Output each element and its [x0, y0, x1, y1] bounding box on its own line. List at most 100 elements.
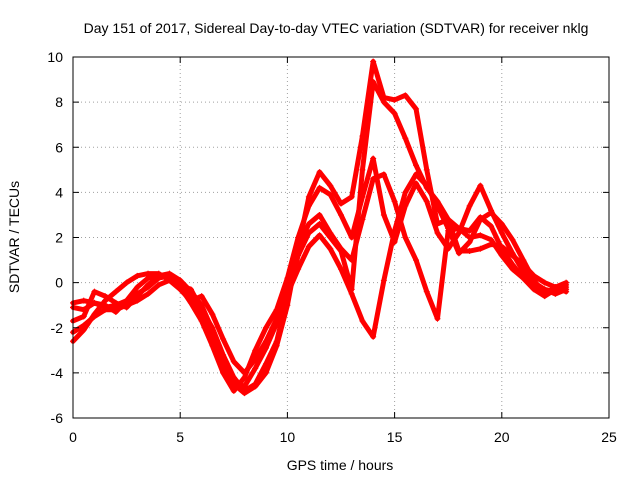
data-point-marker — [370, 175, 377, 182]
data-point-marker — [434, 229, 441, 236]
data-point-marker — [520, 275, 527, 282]
data-point-marker — [488, 223, 495, 230]
data-point-marker — [112, 308, 119, 315]
x-tick-label: 15 — [387, 429, 403, 445]
data-point-marker — [402, 234, 409, 241]
data-point-marker — [563, 284, 570, 291]
data-point-marker — [423, 166, 430, 173]
data-point-marker — [327, 229, 334, 236]
data-point-marker — [348, 234, 355, 241]
data-point-marker — [91, 288, 98, 295]
data-point-marker — [520, 257, 527, 264]
data-point-marker — [305, 243, 312, 250]
data-point-marker — [380, 211, 387, 218]
data-point-marker — [509, 261, 516, 268]
data-point-marker — [198, 293, 205, 300]
data-point-marker — [391, 239, 398, 246]
data-point-marker — [359, 166, 366, 173]
data-point-marker — [123, 304, 130, 311]
data-point-marker — [220, 336, 227, 343]
data-point-marker — [230, 387, 237, 394]
data-point-marker — [391, 110, 398, 117]
data-point-marker — [541, 279, 548, 286]
y-tick-label: -6 — [51, 410, 64, 426]
data-point-marker — [316, 211, 323, 218]
data-point-marker — [80, 327, 87, 334]
data-point-marker — [541, 286, 548, 293]
data-point-marker — [273, 320, 280, 327]
data-point-marker — [145, 275, 152, 282]
x-tick-label: 10 — [280, 429, 296, 445]
data-point-marker — [230, 358, 237, 365]
data-point-marker — [445, 227, 452, 234]
data-point-marker — [455, 225, 462, 232]
data-point-marker — [273, 338, 280, 345]
data-point-marker — [209, 342, 216, 349]
data-point-marker — [370, 78, 377, 85]
x-tick-label: 25 — [601, 429, 617, 445]
data-point-marker — [509, 250, 516, 257]
data-point-marker — [477, 232, 484, 239]
data-point-marker — [102, 293, 109, 300]
data-point-marker — [477, 214, 484, 221]
data-point-marker — [262, 345, 269, 352]
data-point-marker — [402, 202, 409, 209]
data-point-marker — [338, 211, 344, 218]
data-point-marker — [423, 182, 430, 189]
x-tick-label: 20 — [494, 429, 510, 445]
x-axis-label: GPS time / hours — [287, 457, 394, 473]
data-point-marker — [370, 58, 377, 65]
data-point-marker — [241, 374, 248, 381]
data-point-marker — [413, 162, 420, 169]
data-point-marker — [305, 220, 312, 227]
data-point-marker — [488, 241, 495, 248]
data-point-marker — [252, 365, 259, 372]
data-point-marker — [338, 266, 344, 273]
data-point-marker — [220, 369, 227, 376]
data-point-marker — [455, 250, 462, 257]
data-point-marker — [380, 171, 387, 178]
data-point-marker — [402, 189, 409, 196]
data-point-marker — [434, 202, 441, 209]
data-point-marker — [509, 236, 516, 243]
data-point-marker — [402, 135, 409, 142]
data-point-marker — [413, 257, 420, 264]
y-tick-label: -4 — [51, 365, 64, 381]
data-point-marker — [413, 180, 420, 187]
data-point-marker — [177, 284, 184, 291]
data-point-marker — [466, 248, 473, 255]
data-point-marker — [220, 354, 227, 361]
data-point-marker — [316, 184, 323, 191]
data-point-marker — [91, 311, 98, 318]
data-point-marker — [102, 302, 109, 309]
data-point-marker — [252, 347, 259, 354]
data-point-marker — [209, 311, 216, 318]
data-point-marker — [327, 191, 334, 198]
series-trace-5 — [70, 171, 570, 390]
data-point-marker — [348, 193, 355, 200]
data-point-marker — [187, 299, 194, 306]
data-point-marker — [348, 257, 355, 264]
data-point-marker — [359, 317, 366, 324]
data-point-marker — [359, 216, 366, 223]
data-point-marker — [145, 290, 152, 297]
data-point-marker — [348, 290, 355, 297]
data-point-marker — [91, 299, 98, 306]
data-point-marker — [155, 272, 162, 279]
data-point-marker — [466, 239, 473, 246]
data-point-marker — [230, 378, 237, 385]
data-point-marker — [316, 220, 323, 227]
data-point-marker — [541, 293, 548, 300]
data-point-marker — [145, 281, 152, 288]
data-point-marker — [402, 92, 409, 99]
x-tick-label: 0 — [69, 429, 77, 445]
data-point-marker — [155, 281, 162, 288]
data-point-marker — [295, 266, 302, 273]
data-point-marker — [80, 297, 87, 304]
y-tick-label: 8 — [55, 94, 63, 110]
data-point-marker — [520, 268, 527, 275]
data-point-marker — [123, 279, 130, 286]
data-point-marker — [498, 229, 505, 236]
